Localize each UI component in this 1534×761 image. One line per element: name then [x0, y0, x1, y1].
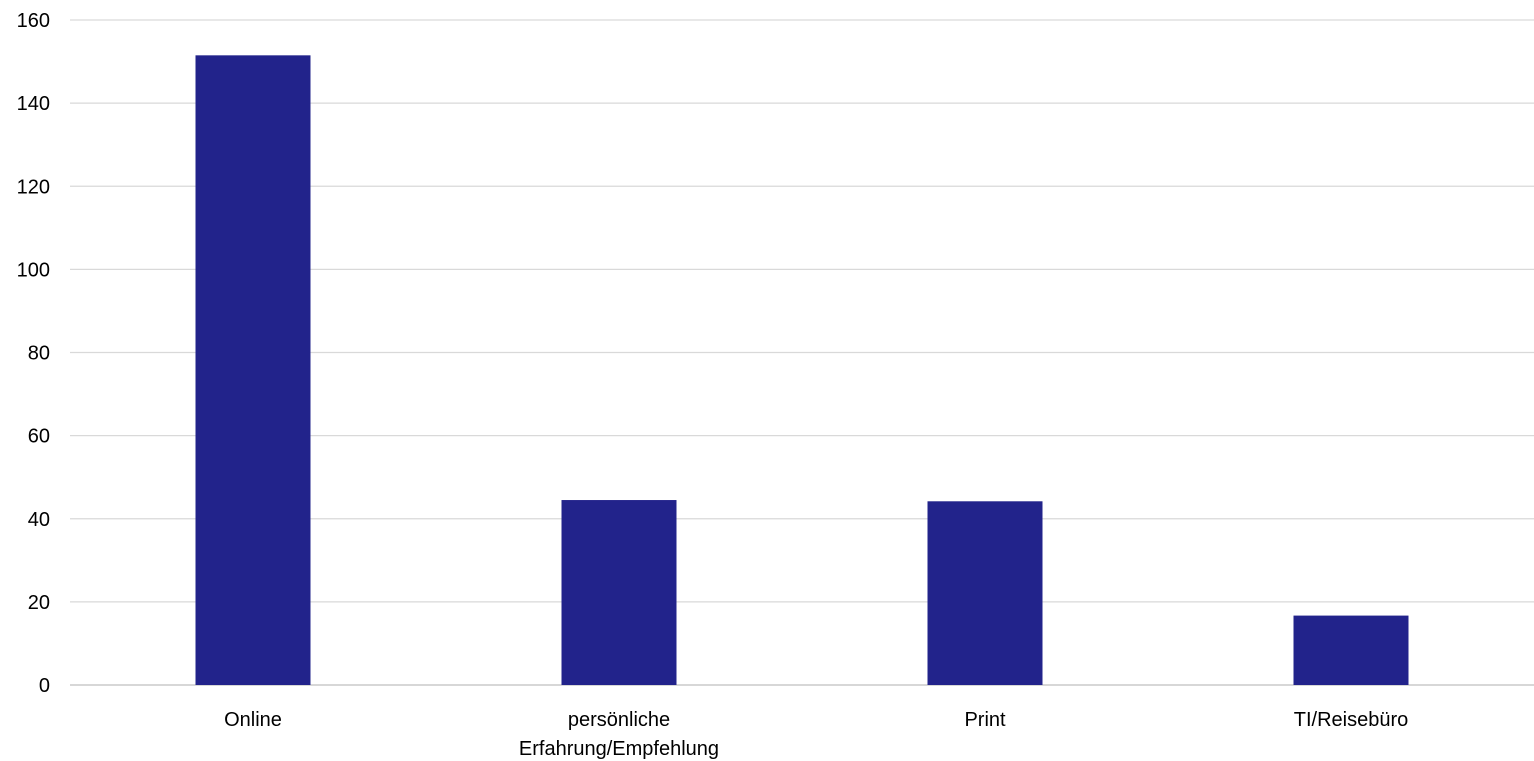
x-category-label: Online [224, 709, 282, 731]
y-tick-label: 0 [39, 675, 50, 697]
x-category-label: persönliche Erfahrung/Empfehlung [519, 709, 719, 760]
y-tick-label: 20 [28, 592, 50, 614]
bar [561, 500, 677, 685]
bar [1293, 615, 1409, 685]
y-tick-label: 80 [28, 343, 50, 365]
x-axis-category-labels: Online persönliche Erfahrung/Empfehlung Pri… [224, 709, 1408, 760]
bars [195, 55, 1409, 685]
gridlines [70, 19, 1534, 686]
y-tick-label: 100 [17, 259, 50, 281]
x-category-label: TI/Reisebüro [1294, 709, 1409, 731]
y-tick-label: 60 [28, 426, 50, 448]
x-category-label: Print [964, 709, 1006, 731]
y-axis-ticks: 0 20 40 60 80 100 120 140 160 [17, 10, 50, 697]
y-tick-label: 140 [17, 93, 50, 115]
bar [927, 501, 1043, 685]
bar [195, 55, 311, 685]
y-tick-label: 40 [28, 509, 50, 531]
y-tick-label: 120 [17, 176, 50, 198]
y-tick-label: 160 [17, 10, 50, 32]
